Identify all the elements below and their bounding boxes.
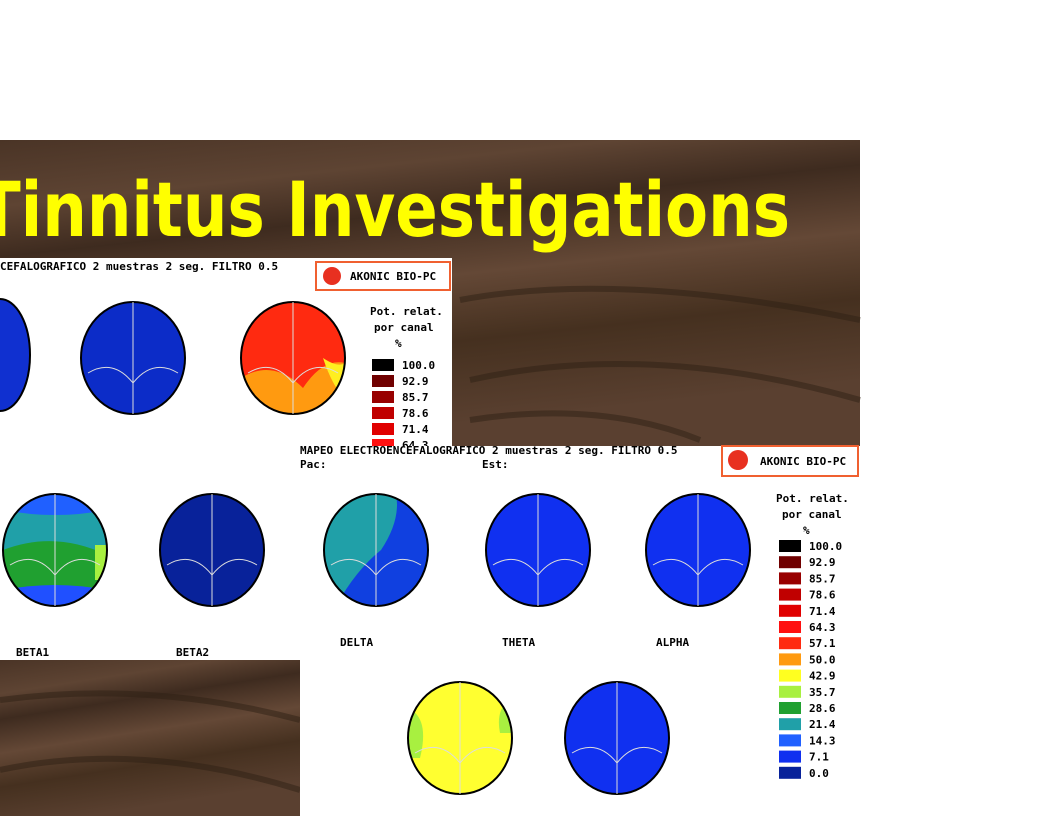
patient-label: Pac: <box>300 458 327 471</box>
legend-swatch <box>779 637 801 650</box>
legend-label: 78.6 <box>402 407 429 420</box>
legend-label: 7.1 <box>809 751 829 764</box>
head-map <box>2 493 108 607</box>
logo-text: AKONIC BIO-PC <box>760 455 846 468</box>
legend-swatch <box>779 604 801 617</box>
legend-label: 92.9 <box>809 556 836 569</box>
legend-swatch <box>779 572 801 585</box>
legend-swatch <box>779 718 801 731</box>
legend-label: 71.4 <box>402 423 429 436</box>
legend-swatch <box>372 359 394 371</box>
head-map <box>0 298 31 412</box>
legend-label: 35.7 <box>809 686 836 699</box>
legend-swatch <box>372 407 394 419</box>
head-map <box>80 301 186 415</box>
logo-text: AKONIC BIO-PC <box>350 270 436 283</box>
legend-label: 100.0 <box>402 359 435 372</box>
legend-label: 28.6 <box>809 702 836 715</box>
legend-label: 71.4 <box>809 605 836 618</box>
legend-swatch <box>779 621 801 633</box>
legend-title: por canal <box>782 508 842 521</box>
wood-grain <box>459 285 861 443</box>
legend-swatch <box>779 588 801 601</box>
legend-label: 21.4 <box>809 718 836 731</box>
panel-header: MAPEO ELECTROENCEFALOGRAFICO 2 muestras … <box>300 444 678 457</box>
head-map <box>407 681 513 795</box>
study-label: Est: <box>482 458 509 471</box>
head-map <box>323 493 429 607</box>
logo-icon <box>323 267 341 285</box>
band-label: ALPHA <box>656 636 689 649</box>
head-map <box>485 493 591 607</box>
legend-label: 100.0 <box>809 540 842 553</box>
legend-swatch <box>779 669 801 682</box>
logo-icon <box>728 450 748 470</box>
band-label: BETA1 <box>16 646 49 659</box>
legend-label: 78.6 <box>809 589 836 602</box>
wood-grain <box>0 690 301 793</box>
slide-title: Tinnitus Investigations <box>0 165 790 254</box>
legend-swatch <box>779 750 801 763</box>
legend-swatch <box>372 375 394 387</box>
legend-unit: % <box>803 524 810 537</box>
panel-header: CEFALOGRAFICO 2 muestras 2 seg. FILTRO 0… <box>0 260 278 273</box>
legend-label: 0.0 <box>809 767 829 780</box>
legend-title: por canal <box>374 321 434 334</box>
head-map <box>564 681 670 795</box>
head-map <box>240 301 346 415</box>
legend-label: 64.3 <box>809 621 836 634</box>
legend-swatch <box>779 685 801 698</box>
legend-label: 92.9 <box>402 375 429 388</box>
legend-swatch <box>779 540 801 552</box>
band-label: BETA2 <box>176 646 209 659</box>
legend-label: 85.7 <box>402 391 429 404</box>
legend-unit: % <box>395 337 402 350</box>
legend-title: Pot. relat. <box>776 492 849 505</box>
legend-swatch <box>779 766 801 779</box>
legend-swatch <box>372 391 394 403</box>
legend-label: 42.9 <box>809 670 836 683</box>
legend-swatch <box>779 556 801 569</box>
wood-background <box>0 660 300 816</box>
legend-label: 85.7 <box>809 572 836 585</box>
band-label: DELTA <box>340 636 373 649</box>
legend-swatch <box>779 653 801 666</box>
legend-swatch <box>779 734 801 747</box>
legend-label: 57.1 <box>809 637 836 650</box>
band-label: THETA <box>502 636 535 649</box>
legend-label: 50.0 <box>809 653 836 666</box>
head-map <box>645 493 751 607</box>
legend-label: 14.3 <box>809 734 836 747</box>
head-map <box>159 493 265 607</box>
legend-swatch <box>779 702 801 714</box>
legend-title: Pot. relat. <box>370 305 443 318</box>
legend-swatch <box>372 423 394 435</box>
